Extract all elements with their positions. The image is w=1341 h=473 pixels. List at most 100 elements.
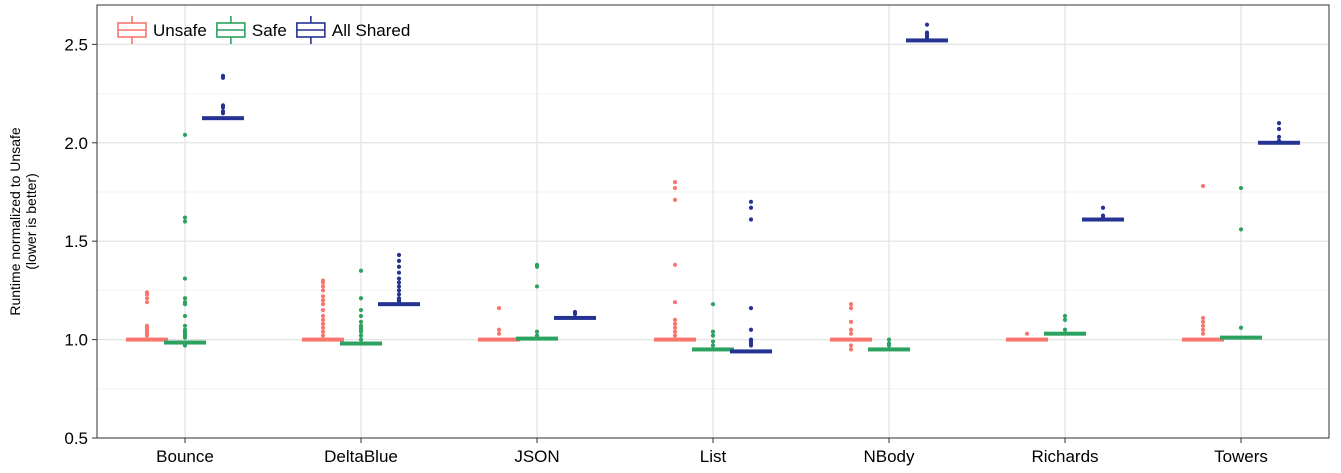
box-safe [692,347,734,352]
outlier-point [182,215,188,220]
outlier-point [848,306,854,311]
outlier-point [182,296,188,301]
outlier-point [534,333,540,338]
outlier-point [396,284,402,289]
y-tick-label: 1.0 [64,331,88,350]
outlier-point [358,319,364,324]
outlier-point [710,343,716,348]
outlier-point [358,333,364,338]
outlier-point [144,333,150,338]
outlier-point [320,329,326,334]
outlier-point [320,307,326,313]
x-tick-label: List [700,447,727,466]
outlier-point [1062,327,1068,332]
box-unsafe [1182,337,1224,342]
outlier-point [144,292,150,297]
box-safe [1044,331,1086,336]
outlier-point [672,197,678,202]
outlier-point [1062,317,1068,323]
outlier-point [1276,134,1282,139]
outlier-point [848,319,854,324]
outlier-point [672,180,678,185]
outlier-point [496,331,502,336]
box-safe [868,347,910,352]
outlier-point [534,264,540,269]
outlier-point [320,317,326,323]
outlier-point [534,329,540,334]
outlier-point [710,339,716,344]
outlier-point [534,284,540,289]
x-tick-label: Richards [1031,447,1098,466]
outlier-point [320,313,326,319]
outlier-point [220,105,226,110]
box-safe [516,336,558,341]
outlier-point [320,325,326,330]
outlier-point [672,317,678,323]
outlier-point [320,294,326,299]
box-safe [340,341,382,346]
outlier-point [848,347,854,352]
outlier-point [1238,185,1244,191]
outlier-point [672,262,678,267]
outlier-point [1238,325,1244,330]
x-tick-label: Towers [1214,447,1268,466]
outlier-point [748,205,754,210]
outlier-point [396,300,402,305]
outlier-point [672,325,678,330]
outlier-point [1276,120,1282,126]
outlier-point [672,329,678,334]
box-all-shared [730,349,772,354]
outlier-point [748,199,754,204]
outlier-point [396,292,402,297]
box-unsafe [302,337,344,342]
outlier-point [320,333,326,338]
outlier-point [396,276,402,281]
y-axis-title-line: Runtime normalized to Unsafe [7,127,23,316]
outlier-point [182,276,188,281]
outlier-point [182,342,188,347]
outlier-point [710,333,716,338]
outlier-point [182,219,188,224]
outlier-point [358,329,364,334]
outlier-point [1024,331,1030,336]
outlier-point [396,288,402,293]
axes: 0.5 1.0 1.5 2.0 2.5 Bounce DeltaBlue JSON List NB… [64,35,1268,466]
outlier-point [924,36,930,41]
x-tick-label: DeltaBlue [324,447,398,466]
box-unsafe [1006,337,1048,342]
outlier-point [358,307,364,313]
box-safe [1220,335,1262,340]
outlier-point [220,75,226,80]
outlier-point [144,300,150,305]
outlier-point [396,258,402,263]
box-unsafe [654,337,696,342]
box-unsafe [830,337,872,342]
outlier-point [886,337,892,342]
outlier-point [748,343,754,348]
outlier-point [1238,227,1244,232]
outlier-point [144,296,150,301]
legend-item-safe: Safe [216,16,287,44]
y-axis-title: Runtime normalized to Unsafe (lower is be… [7,127,39,316]
outlier-point [1100,205,1106,210]
outlier-point [672,185,678,191]
outlier-point [748,306,754,311]
outlier-point [710,302,716,307]
outlier-point [396,280,402,285]
outlier-point [1100,215,1106,220]
box-unsafe [478,337,520,342]
outlier-point [320,321,326,326]
outlier-point [396,252,402,258]
legend: Unsafe Safe All Shared [117,16,410,44]
outlier-point [1200,183,1206,189]
outlier-point [848,343,854,348]
x-tick-label: JSON [514,447,559,466]
outlier-point [182,313,188,319]
outlier-point [672,300,678,305]
outlier-point [320,298,326,303]
outlier-point [710,329,716,334]
outlier-point [496,327,502,332]
plot-marks [126,22,1300,354]
outlier-point [182,132,188,137]
